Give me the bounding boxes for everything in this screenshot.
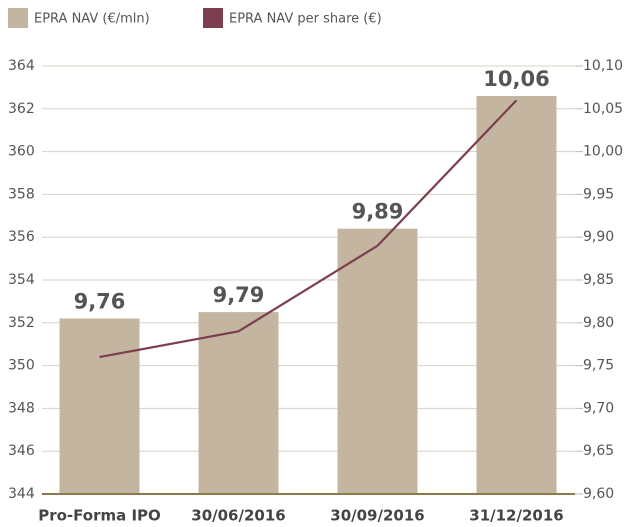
x-tick-label: 30/06/2016 xyxy=(191,507,285,525)
bar xyxy=(337,228,418,494)
y-tick-label: 358 xyxy=(8,186,35,202)
value-label: 10,06 xyxy=(483,67,549,91)
legend-label: EPRA NAV per share (€) xyxy=(229,12,382,27)
y2-tick-label: 10,05 xyxy=(583,101,623,117)
x-tick-label: Pro-Forma IPO xyxy=(38,507,161,525)
bar xyxy=(476,95,557,495)
y2-tick-label: 9,75 xyxy=(583,358,614,374)
y2-tick-label: 9,60 xyxy=(583,486,614,502)
y-tick-label: 344 xyxy=(8,486,35,502)
y-tick-label: 354 xyxy=(8,272,35,288)
line xyxy=(99,99,518,359)
legend-swatch xyxy=(203,8,223,28)
y-tick-label: 346 xyxy=(8,443,35,459)
y-tick-label: 356 xyxy=(8,229,35,245)
x-tick-label: 30/09/2016 xyxy=(330,507,424,525)
y-tick-label: 348 xyxy=(8,400,35,416)
y2-tick-label: 9,90 xyxy=(583,229,614,245)
y2-tick-label: 10,00 xyxy=(583,144,623,160)
y2-tick-label: 9,80 xyxy=(583,315,614,331)
legend-label: EPRA NAV (€/mln) xyxy=(34,12,150,27)
bar xyxy=(59,318,140,494)
y2-tick-label: 9,95 xyxy=(583,186,614,202)
y-tick-label: 352 xyxy=(8,315,35,331)
value-label: 9,76 xyxy=(74,290,126,314)
y-tick-label: 364 xyxy=(8,58,35,74)
y2-tick-label: 9,65 xyxy=(583,443,614,459)
legend-swatch xyxy=(8,8,28,28)
y-tick-label: 362 xyxy=(8,101,35,117)
y2-tick-label: 10,10 xyxy=(583,58,623,74)
bar xyxy=(198,312,279,494)
y-tick-label: 360 xyxy=(8,144,35,160)
y-tick-label: 350 xyxy=(8,358,35,374)
y2-tick-label: 9,85 xyxy=(583,272,614,288)
value-label: 9,79 xyxy=(213,283,265,307)
y2-tick-label: 9,70 xyxy=(583,400,614,416)
x-tick-label: 31/12/2016 xyxy=(469,507,563,525)
value-label: 9,89 xyxy=(352,200,404,224)
